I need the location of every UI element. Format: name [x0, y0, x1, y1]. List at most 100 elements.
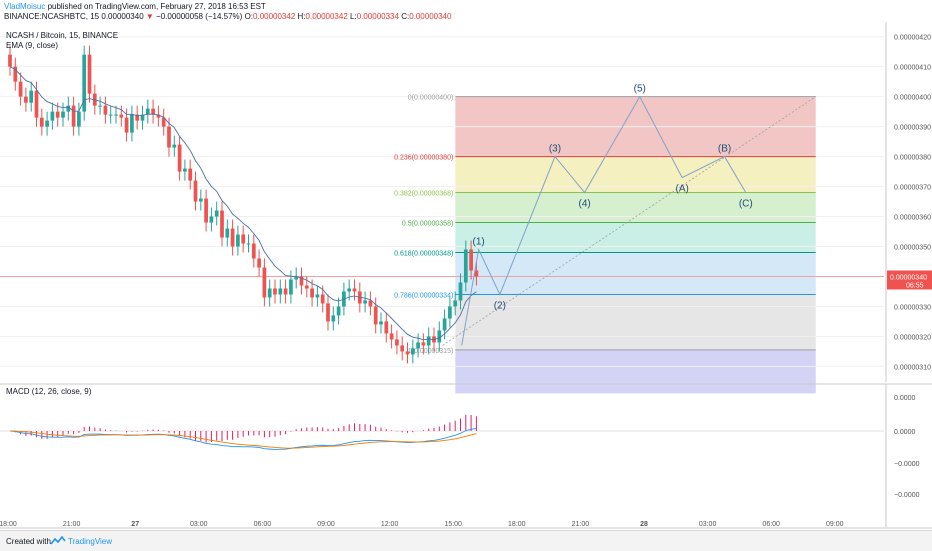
time-tick-label: 09:00 — [826, 521, 844, 528]
low-label: L: — [350, 12, 357, 21]
candle-body — [241, 234, 246, 244]
time-tick-label: 18:00 — [508, 521, 526, 528]
macd-tick-label: 0.0000 — [894, 429, 916, 436]
low-value: 0.00000334 — [356, 12, 399, 21]
wave-label: (A) — [675, 184, 688, 195]
macd-pane: 0.0000 0.0000 −0.0000 −0.0000 — [0, 383, 932, 527]
time-tick-label: 06:00 — [762, 521, 780, 528]
candle-body — [71, 105, 76, 127]
candle-body — [384, 321, 389, 334]
candle-body — [310, 288, 314, 298]
macd-tick-label: 0.0000 — [894, 395, 916, 402]
candle-body — [29, 90, 34, 103]
fibonacci-levels: 0(0.00000400) 0.236(0.00000380) 0.382(0.00… — [394, 95, 816, 355]
candle-body — [18, 81, 23, 97]
candle-body — [114, 114, 118, 116]
candle-body — [421, 342, 426, 346]
down-arrow-icon: ▼ — [145, 12, 154, 21]
price-axis[interactable]: 0.00000420 0.00000410 0.00000400 0.00000390… — [885, 22, 932, 382]
fibonacci-zones — [455, 96, 816, 394]
candle-body — [108, 114, 113, 116]
candle-body — [304, 285, 309, 289]
candle-body — [474, 270, 479, 277]
candle-body — [469, 249, 473, 271]
candle-body — [183, 168, 187, 172]
candle-body — [24, 96, 28, 103]
trend-line — [442, 96, 816, 346]
candle-body — [379, 321, 383, 325]
time-tick-label: 03:00 — [190, 521, 208, 528]
candle-body — [400, 345, 405, 352]
candle-body — [251, 243, 256, 259]
candle-body — [8, 54, 12, 67]
fib-zone — [455, 192, 816, 223]
candle-body — [373, 306, 378, 325]
candle-body — [463, 249, 468, 283]
close-label: C: — [401, 12, 410, 21]
author-link[interactable]: VladMoisuc — [4, 2, 46, 11]
high-value: 0.00000342 — [305, 12, 348, 21]
price-tick-label: 0.00000370 — [894, 185, 931, 192]
candle-body — [188, 168, 193, 181]
tradingview-brand[interactable]: TradingView — [68, 537, 113, 546]
candle-body — [98, 105, 102, 107]
price-change: −0.00000058 (−14.57%) — [156, 12, 243, 21]
candle-body — [214, 210, 219, 217]
candle-body — [82, 54, 87, 112]
candle-body — [336, 306, 341, 316]
wave-label: (B) — [718, 144, 731, 155]
candle-body — [389, 333, 394, 340]
wave-label: (2) — [494, 300, 506, 311]
candle-body — [13, 66, 18, 82]
price-tick-label: 0.00000320 — [894, 334, 931, 341]
last-price: 0.00000340 — [101, 12, 144, 21]
candle-body — [416, 342, 420, 349]
time-tick-label: 18:00 — [0, 521, 17, 528]
ema-legend: EMA (9, close) — [6, 41, 58, 50]
candle-body — [410, 348, 415, 355]
macd-tick-label: −0.0000 — [894, 492, 920, 499]
price-tick-label: 0.00000350 — [894, 245, 931, 252]
candle-body — [177, 144, 182, 172]
candle-body — [246, 243, 251, 245]
candle-body — [426, 336, 431, 346]
candle-body — [326, 303, 330, 322]
price-tick-label: 0.00000360 — [894, 215, 931, 222]
macd-legend: MACD (12, 26, close, 9) — [6, 387, 92, 396]
price-tick-label: 0.00000410 — [894, 65, 931, 72]
fib-level-label: 0.786(0.00000334) — [394, 292, 453, 299]
wave-path — [461, 95, 747, 346]
candle-body — [347, 288, 352, 292]
time-tick-label: 21:00 — [572, 521, 590, 528]
publish-info: published on TradingView.com, February 2… — [45, 2, 266, 11]
candle-body — [167, 126, 171, 148]
candle-body — [294, 276, 299, 280]
fib-level-label: 1(0.00000315) — [408, 348, 454, 355]
candle-body — [77, 111, 81, 127]
candle-body — [273, 288, 277, 295]
candle-body — [55, 111, 60, 118]
candle-body — [124, 117, 129, 133]
time-tick-label: 12:00 — [381, 521, 399, 528]
candle-body — [363, 300, 367, 304]
candle-body — [161, 117, 166, 127]
wave-label: (5) — [634, 84, 646, 95]
candle-body — [262, 267, 267, 298]
time-axis[interactable]: 18:00 21:00 27 03:00 06:00 09:00 12:00 15:00 18:… — [0, 521, 932, 529]
fib-level-label: 0(0.00000400) — [408, 95, 454, 102]
candle-body — [119, 114, 124, 118]
candle-body — [140, 114, 145, 121]
candle-body — [230, 228, 235, 247]
wave-label: (3) — [549, 144, 561, 155]
tradingview-logo-icon — [50, 536, 66, 545]
candle-body — [220, 210, 224, 238]
open-label: O: — [244, 12, 254, 21]
candle-body — [299, 276, 304, 286]
ema-polyline — [9, 66, 477, 341]
fib-zone — [455, 252, 816, 295]
candle-body — [198, 198, 203, 202]
price-chart[interactable]: 0(0.00000400) 0.236(0.00000380) 0.382(0.00… — [0, 22, 932, 530]
time-tick-label: 09:00 — [317, 521, 335, 528]
price-tick-label: 0.00000400 — [894, 95, 931, 102]
macd-tick-label: −0.0000 — [894, 461, 920, 468]
